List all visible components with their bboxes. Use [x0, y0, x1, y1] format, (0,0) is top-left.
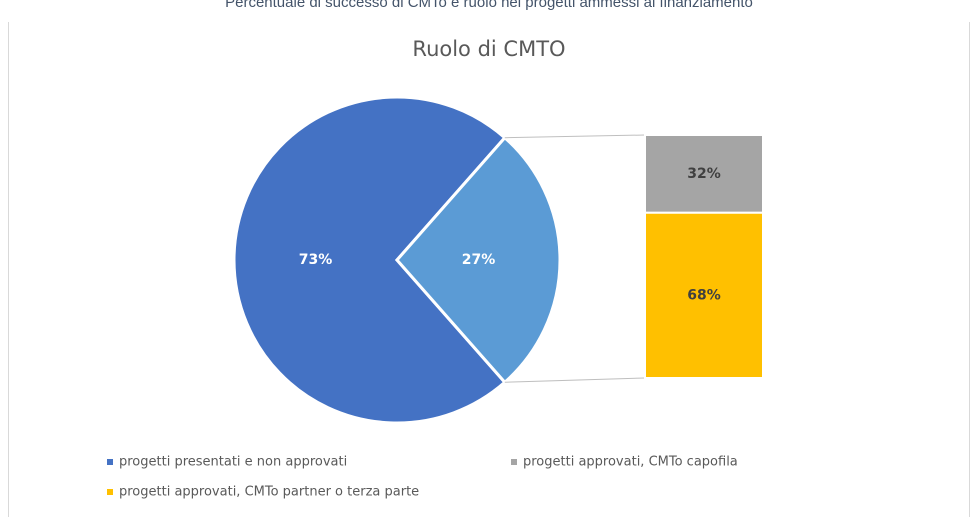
chart-title: Ruolo di CMTO: [412, 37, 565, 61]
pie-slice: [395, 135, 562, 385]
legend-swatch: [511, 459, 517, 465]
data-label: 27%: [462, 252, 496, 268]
legend-swatch: [107, 459, 113, 465]
pie-slice: [232, 95, 507, 425]
connector: [504, 134, 646, 139]
data-label: 32%: [687, 166, 721, 182]
bar-segment: [644, 134, 764, 214]
legend-label: progetti presentati e non approvati: [119, 455, 347, 470]
legend-label: progetti approvati, CMTo capofila: [523, 455, 738, 470]
data-label: 68%: [687, 287, 721, 303]
legend-label: progetti approvati, CMTo partner o terza…: [119, 485, 419, 500]
connector: [504, 377, 646, 383]
bar-segment: [644, 211, 764, 379]
legend-swatch: [107, 489, 113, 495]
data-label: 73%: [299, 252, 333, 268]
caption: Percentuale di successo di CMTo e ruolo …: [225, 0, 753, 11]
